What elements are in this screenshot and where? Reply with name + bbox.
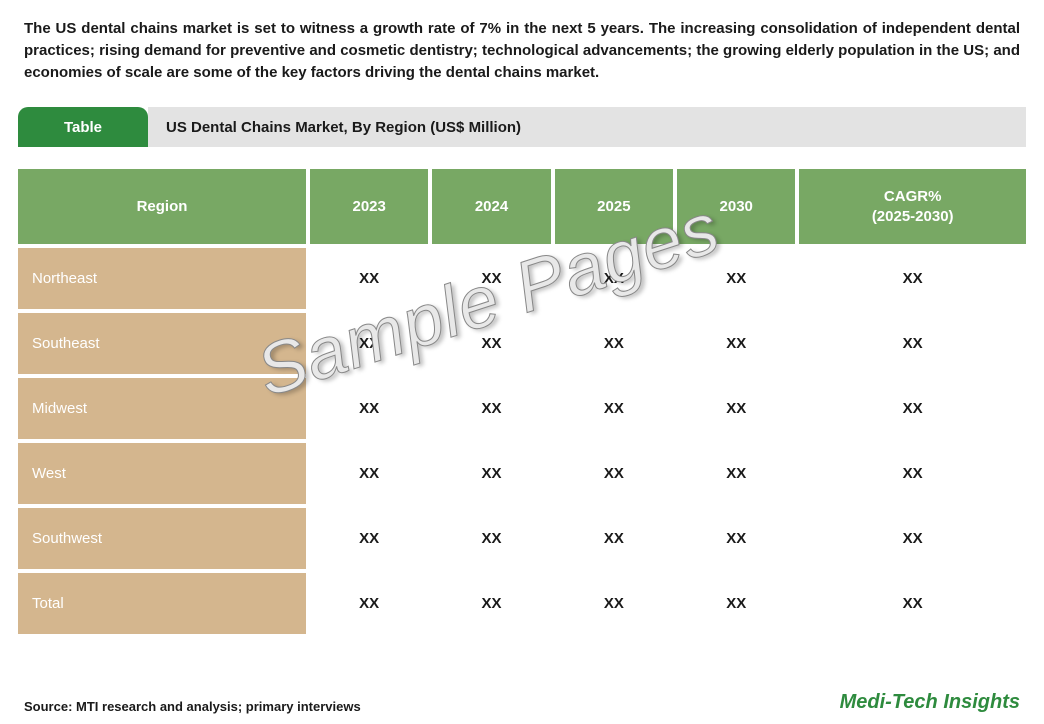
table-row: Total XX XX XX XX XX: [18, 571, 1026, 634]
row-label: Southwest: [18, 506, 308, 571]
cell: XX: [553, 571, 675, 634]
table-container: Region 2023 2024 2025 2030 CAGR% (2025-2…: [18, 169, 1026, 634]
row-label: Northeast: [18, 246, 308, 311]
table-header-row: Region 2023 2024 2025 2030 CAGR% (2025-2…: [18, 169, 1026, 246]
cell: XX: [675, 506, 797, 571]
col-cagr: CAGR% (2025-2030): [797, 169, 1026, 246]
row-label: Midwest: [18, 376, 308, 441]
cell: XX: [553, 506, 675, 571]
cell: XX: [308, 376, 430, 441]
cell: XX: [308, 246, 430, 311]
cell: XX: [308, 571, 430, 634]
cagr-line2: (2025-2030): [872, 208, 954, 225]
footer: Source: MTI research and analysis; prima…: [0, 691, 1044, 714]
table-row: Northeast XX XX XX XX XX: [18, 246, 1026, 311]
intro-paragraph: The US dental chains market is set to wi…: [0, 0, 1044, 97]
cell: XX: [797, 571, 1026, 634]
cell: XX: [797, 441, 1026, 506]
cell: XX: [308, 441, 430, 506]
table-row: Midwest XX XX XX XX XX: [18, 376, 1026, 441]
cagr-line1: CAGR%: [884, 188, 942, 205]
table-tab: Table: [18, 107, 148, 147]
cell: XX: [797, 311, 1026, 376]
cell: XX: [675, 246, 797, 311]
table-title: US Dental Chains Market, By Region (US$ …: [148, 107, 1026, 147]
brand-logo-text: Medi-Tech Insights: [840, 691, 1020, 714]
table-row: West XX XX XX XX XX: [18, 441, 1026, 506]
col-region: Region: [18, 169, 308, 246]
cell: XX: [797, 506, 1026, 571]
cell: XX: [797, 246, 1026, 311]
cell: XX: [308, 506, 430, 571]
cell: XX: [553, 376, 675, 441]
col-2025: 2025: [553, 169, 675, 246]
row-label: Total: [18, 571, 308, 634]
col-2024: 2024: [430, 169, 552, 246]
col-2023: 2023: [308, 169, 430, 246]
cell: XX: [797, 376, 1026, 441]
cell: XX: [675, 376, 797, 441]
row-label: Southeast: [18, 311, 308, 376]
table-title-bar: Table US Dental Chains Market, By Region…: [18, 107, 1026, 147]
cell: XX: [553, 311, 675, 376]
cell: XX: [430, 311, 552, 376]
table-row: Southwest XX XX XX XX XX: [18, 506, 1026, 571]
cell: XX: [553, 441, 675, 506]
table-row: Southeast XX XX XX XX XX: [18, 311, 1026, 376]
regions-table: Region 2023 2024 2025 2030 CAGR% (2025-2…: [18, 169, 1026, 634]
cell: XX: [675, 441, 797, 506]
cell: XX: [308, 311, 430, 376]
cell: XX: [430, 571, 552, 634]
col-2030: 2030: [675, 169, 797, 246]
cell: XX: [430, 376, 552, 441]
cell: XX: [430, 246, 552, 311]
row-label: West: [18, 441, 308, 506]
cell: XX: [430, 506, 552, 571]
source-text: Source: MTI research and analysis; prima…: [24, 699, 361, 714]
cell: XX: [430, 441, 552, 506]
cell: XX: [553, 246, 675, 311]
cell: XX: [675, 311, 797, 376]
cell: XX: [675, 571, 797, 634]
